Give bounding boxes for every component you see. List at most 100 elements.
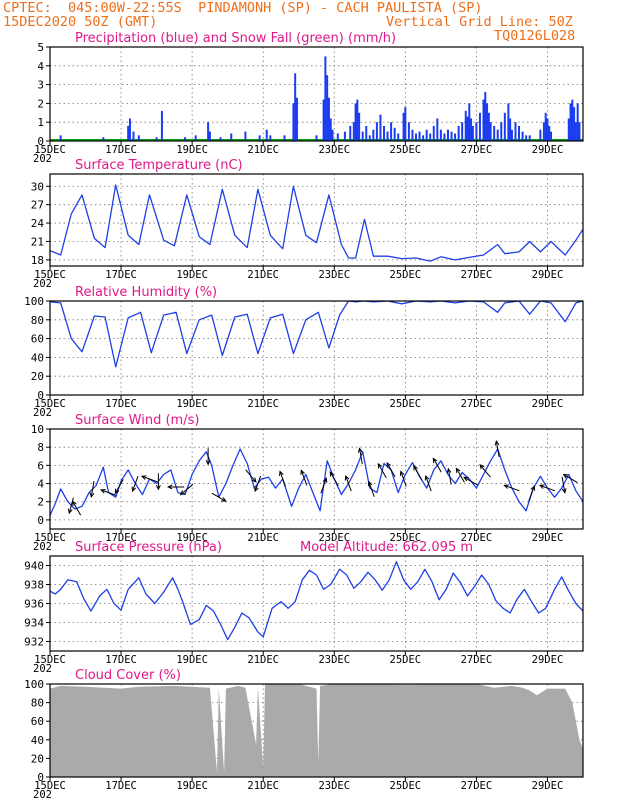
precip-bar <box>576 103 579 141</box>
series-line <box>50 561 583 641</box>
wind-arrow <box>432 457 442 473</box>
precip-bar <box>489 122 492 141</box>
x-tick-label: 29DEC <box>532 398 564 410</box>
precip-bar <box>429 133 432 141</box>
precip-bar <box>393 127 396 141</box>
y-tick-label: 18 <box>31 254 44 267</box>
x-tick-label: 21DEC <box>247 398 279 410</box>
precip-bar <box>450 131 453 141</box>
y-tick-label: 60 <box>31 333 44 346</box>
x-tick-label: 27DEC <box>461 654 493 666</box>
precip-bar <box>446 129 449 141</box>
precip-bar <box>484 92 487 141</box>
y-tick-label: 932 <box>24 636 44 649</box>
wind-arrow <box>600 492 615 498</box>
precip-bar <box>194 135 197 141</box>
x-year-label: 202 <box>33 541 52 553</box>
x-tick-label: 25DEC <box>390 654 422 666</box>
x-year-label: 202 <box>33 407 52 419</box>
precip-bar <box>327 97 330 141</box>
precip-bar <box>493 125 496 141</box>
y-tick-label: 0 <box>37 771 44 784</box>
precip-bar <box>470 118 473 141</box>
y-tick-label: 60 <box>31 715 44 728</box>
x-tick-label: 29DEC <box>532 780 564 792</box>
precip-bar <box>294 73 297 141</box>
y-tick-label: 1 <box>37 116 44 129</box>
precip-bar <box>354 103 357 141</box>
x-tick-label: 27DEC <box>461 269 493 281</box>
x-tick-label: 17DEC <box>105 532 137 544</box>
x-tick-label: 17DEC <box>105 654 137 666</box>
x-tick-label: 21DEC <box>247 269 279 281</box>
precip-bar <box>510 129 513 141</box>
x-tick-label: 23DEC <box>318 269 350 281</box>
precip-bar <box>326 75 329 141</box>
x-tick-label: 27DEC <box>461 780 493 792</box>
x-tick-label: 19DEC <box>176 398 208 410</box>
wind-arrow <box>140 475 158 483</box>
series-line <box>50 184 583 262</box>
wind-arrow <box>413 464 423 481</box>
wind-arrow <box>131 475 139 493</box>
precip-bar <box>422 135 425 141</box>
precip-bar <box>457 125 460 141</box>
x-year-label: 202 <box>33 153 52 165</box>
precip-bar <box>184 137 187 141</box>
precip-bar <box>356 99 359 141</box>
x-tick-label: 25DEC <box>390 780 422 792</box>
run-code: TQ0126L028 <box>494 28 576 44</box>
precip-bar <box>352 122 355 141</box>
x-tick-label: 15DEC <box>34 144 66 156</box>
precip-bar <box>569 103 572 141</box>
station-header: CPTEC: 045:00W-22:55S PINDAMONH (SP) - C… <box>3 0 483 16</box>
panel-frame <box>49 173 584 267</box>
x-tick-label: 21DEC <box>247 654 279 666</box>
precip-bar <box>503 112 506 141</box>
precip-bar <box>365 125 368 141</box>
precip-bar <box>269 135 272 141</box>
precip-bar <box>407 122 410 141</box>
precip-bar <box>436 118 439 141</box>
y-tick-label: 27 <box>31 199 44 212</box>
x-tick-label: 29DEC <box>532 654 564 666</box>
wind-arrow <box>245 469 257 483</box>
x-tick-label: 17DEC <box>105 269 137 281</box>
panel-frame <box>49 428 584 530</box>
y-tick-label: 0 <box>37 135 44 148</box>
wind-arrow <box>424 474 432 492</box>
x-tick-label: 27DEC <box>461 532 493 544</box>
wind-arrow <box>254 475 262 493</box>
precip-bar <box>487 112 490 141</box>
panel-title: Precipitation (blue) and Snow Fall (gree… <box>75 31 396 46</box>
precip-bar <box>386 131 389 141</box>
y-tick-label: 940 <box>24 560 44 573</box>
panel-1: 0 1 2 3 4 5 15DEC 17DEC 19DEC 21DEC 23DEC 25DEC 27DE… <box>33 31 584 165</box>
wind-arrow <box>494 439 500 457</box>
x-tick-label: 27DEC <box>461 398 493 410</box>
precip-bar <box>573 107 576 141</box>
precip-bar <box>343 131 346 141</box>
x-tick-label: 23DEC <box>318 780 350 792</box>
x-tick-label: 17DEC <box>105 144 137 156</box>
panel-5: 932 934 936 938 940 15DEC 17DEC 19DEC 21DEC 23DEC… <box>24 540 584 675</box>
precip-bar <box>397 133 400 141</box>
precip-bar <box>127 125 130 141</box>
panel-title: Surface Pressure (hPa) <box>75 540 222 555</box>
precip-bar <box>336 133 339 141</box>
x-tick-label: 21DEC <box>247 144 279 156</box>
precip-bar <box>207 122 210 141</box>
y-tick-label: 10 <box>31 423 44 436</box>
precip-bar <box>59 135 62 141</box>
precip-bar <box>160 110 163 141</box>
x-tick-label: 29DEC <box>532 532 564 544</box>
date-header: 15DEC2020 50Z (GMT) <box>3 14 158 30</box>
x-year-label: 202 <box>33 789 52 800</box>
cloud-cover-area <box>50 684 583 777</box>
wind-arrow <box>72 500 82 516</box>
plot-area <box>50 561 583 641</box>
precip-bar <box>567 118 570 141</box>
x-year-label: 202 <box>33 278 52 290</box>
series-line <box>50 448 583 516</box>
y-tick-label: 0 <box>37 389 44 402</box>
